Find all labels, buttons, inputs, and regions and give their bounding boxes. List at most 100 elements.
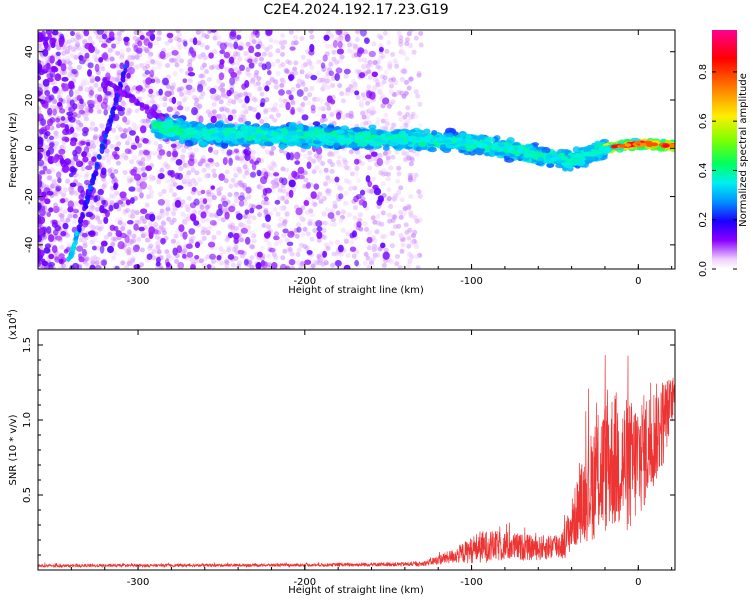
spectral-mark xyxy=(257,212,263,218)
spectral-mark xyxy=(85,211,94,218)
spectral-mark xyxy=(159,225,164,231)
spectral-mark xyxy=(233,228,239,234)
spectral-mark xyxy=(418,31,424,36)
spectral-mark xyxy=(299,242,304,248)
spectral-mark xyxy=(72,208,79,214)
spectral-mark xyxy=(164,211,170,217)
spectral-mark xyxy=(58,97,64,103)
spectral-mark xyxy=(81,232,88,238)
spectral-mark xyxy=(51,85,59,94)
spectral-mark xyxy=(47,175,53,181)
spectral-mark xyxy=(202,263,207,269)
spectral-mark xyxy=(214,162,220,168)
spectral-mark xyxy=(138,226,145,232)
spectral-mark xyxy=(343,178,349,184)
spectral-mark xyxy=(172,106,178,112)
spectral-mark xyxy=(181,253,187,259)
spectral-mark xyxy=(376,157,384,167)
spectral-mark xyxy=(54,73,62,82)
spectral-mark xyxy=(330,152,336,157)
spectral-mark xyxy=(60,198,66,204)
spectral-mark xyxy=(156,249,162,255)
spectral-mark xyxy=(133,44,139,53)
spectral-mark xyxy=(64,158,72,165)
spectral-mark xyxy=(251,233,257,239)
spectral-mark xyxy=(138,96,144,102)
spectral-mark xyxy=(300,81,306,87)
spectral-mark xyxy=(373,187,382,196)
spectral-mark xyxy=(54,141,60,146)
spectral-mark xyxy=(98,57,104,63)
spectral-mark xyxy=(393,60,399,66)
spectral-mark xyxy=(380,118,386,124)
spectral-mark xyxy=(352,84,358,90)
spectral-mark xyxy=(187,66,194,72)
spectral-mark xyxy=(111,194,117,200)
spectral-mark xyxy=(131,233,137,239)
spectral-mark xyxy=(75,119,81,125)
spectral-mark xyxy=(138,31,144,37)
spectral-mark xyxy=(128,186,136,192)
spectral-mark xyxy=(329,162,335,167)
spectral-mark xyxy=(134,210,140,216)
spectral-mark xyxy=(266,69,272,76)
spectral-mark xyxy=(126,107,132,113)
spectral-mark xyxy=(134,64,140,69)
spectral-mark xyxy=(182,220,188,226)
spectral-mark xyxy=(365,114,371,120)
spectral-mark xyxy=(91,255,97,261)
spectral-mark xyxy=(61,59,67,65)
spectral-mark xyxy=(241,173,247,179)
spectral-mark xyxy=(251,96,257,102)
spectral-mark xyxy=(309,85,315,91)
spectral-mark xyxy=(253,57,259,63)
spectral-mark xyxy=(320,106,326,112)
spectral-mark xyxy=(219,42,227,51)
spectral-mark xyxy=(344,239,349,244)
spectral-mark xyxy=(95,216,101,222)
spectral-mark xyxy=(303,95,308,101)
spectral-mark xyxy=(236,30,242,34)
spectral-mark xyxy=(257,86,263,92)
spectral-mark xyxy=(120,101,126,106)
spectral-mark xyxy=(237,260,243,266)
spectral-mark xyxy=(127,178,133,184)
spectral-mark xyxy=(62,187,68,193)
spectral-mark xyxy=(84,110,90,116)
spectral-mark xyxy=(76,45,82,51)
spectral-mark xyxy=(73,153,79,162)
spectral-mark xyxy=(375,117,381,123)
spectral-mark xyxy=(343,264,351,269)
spectral-mark xyxy=(247,58,253,64)
spectral-mark xyxy=(137,161,143,166)
spectral-mark xyxy=(176,105,184,111)
spectral-mark xyxy=(224,260,230,266)
spectral-mark xyxy=(96,94,103,103)
spectral-mark xyxy=(356,49,363,58)
spectral-mark xyxy=(174,62,180,68)
spectral-mark xyxy=(92,151,98,157)
spectral-mark xyxy=(334,149,340,155)
spectral-mark xyxy=(320,77,326,83)
spectral-mark xyxy=(273,241,279,247)
spectral-mark xyxy=(67,242,72,247)
spectral-mark xyxy=(310,104,316,111)
spectral-mark xyxy=(284,237,290,243)
spectral-mark xyxy=(367,59,373,65)
spectral-mark xyxy=(313,183,320,190)
spectral-mark xyxy=(56,101,63,107)
spectral-mark xyxy=(280,33,286,39)
spectral-mark xyxy=(78,237,84,243)
spectral-mark xyxy=(364,188,370,193)
spectral-mark xyxy=(289,265,295,269)
spectral-mark xyxy=(392,197,398,202)
spectral-mark xyxy=(253,72,259,78)
spectral-mark xyxy=(263,109,269,115)
spectral-mark xyxy=(131,122,137,128)
spectral-mark xyxy=(366,69,372,75)
spectral-mark xyxy=(189,202,197,209)
spectral-mark xyxy=(87,62,94,69)
spectral-mark xyxy=(402,120,408,126)
spectral-mark xyxy=(268,247,276,253)
spectral-mark xyxy=(407,227,413,233)
